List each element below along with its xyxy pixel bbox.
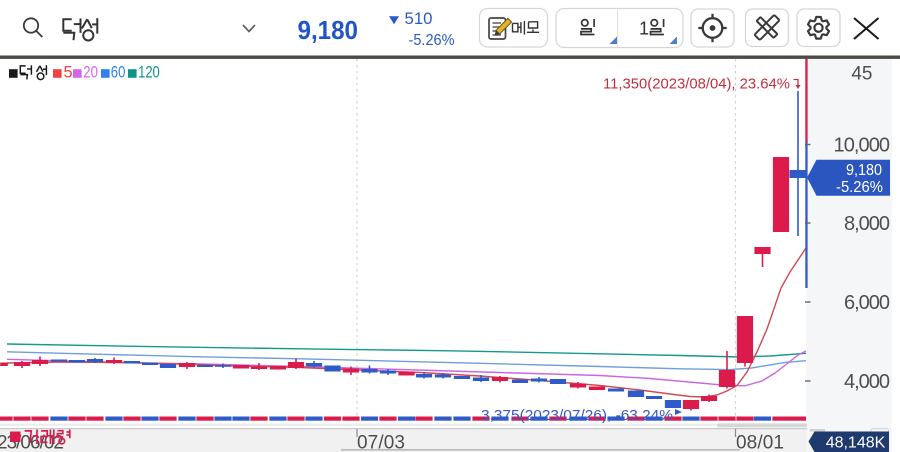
svg-text:45: 45	[851, 64, 872, 85]
svg-text:4,000: 4,000	[844, 371, 890, 393]
svg-text:-5.26%: -5.26%	[836, 179, 883, 196]
svg-text:07/03: 07/03	[357, 433, 405, 452]
svg-text:9,180: 9,180	[298, 17, 359, 45]
svg-text:48,148K: 48,148K	[826, 435, 886, 452]
svg-text:3,375(2023/07/26), -63.24%: 3,375(2023/07/26), -63.24%	[481, 407, 673, 424]
svg-text:-5.26%: -5.26%	[409, 32, 455, 49]
svg-text:9,180: 9,180	[846, 162, 882, 179]
svg-text:10,000: 10,000	[834, 135, 891, 157]
svg-text:08/01: 08/01	[736, 433, 784, 452]
svg-text:6,000: 6,000	[844, 292, 890, 314]
svg-text:5: 5	[64, 64, 73, 82]
svg-text:11,350(2023/08/04), 23.64%: 11,350(2023/08/04), 23.64%	[603, 77, 790, 93]
svg-text:510: 510	[405, 10, 433, 28]
svg-text:8,000: 8,000	[844, 213, 890, 235]
svg-text:120: 120	[138, 64, 160, 82]
svg-text:60: 60	[111, 64, 126, 82]
svg-text:1: 1	[639, 19, 649, 39]
svg-text:20: 20	[83, 64, 98, 82]
